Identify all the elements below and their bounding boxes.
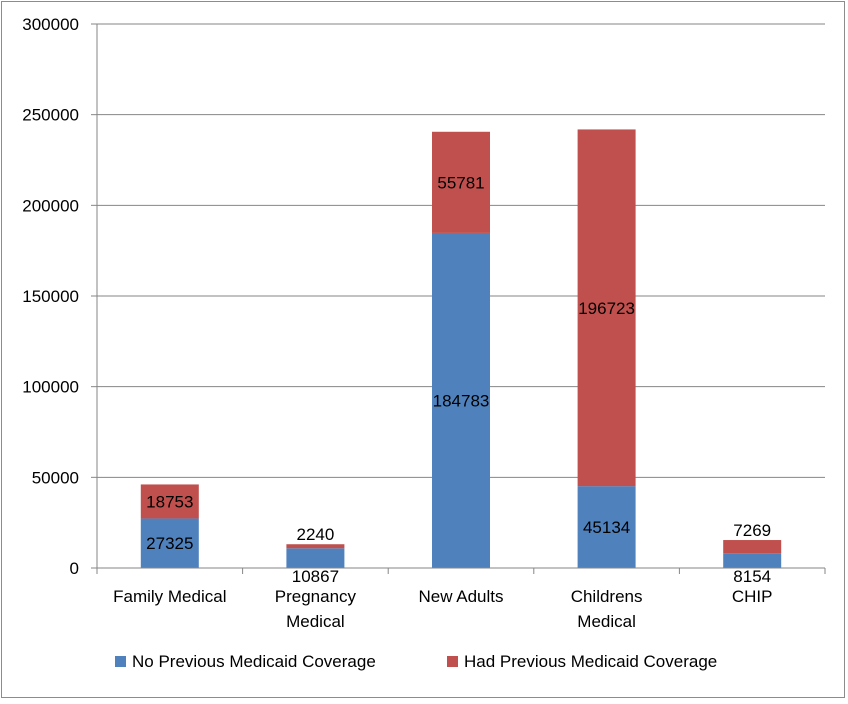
- bar-no-previous: [577, 486, 636, 568]
- y-tick-label: 300000: [22, 15, 79, 34]
- category-label: Pregnancy: [275, 587, 357, 606]
- bar-no-previous: [723, 553, 782, 568]
- bar-had-previous: [432, 131, 490, 233]
- category-label: Medical: [286, 612, 345, 631]
- y-tick-label: 150000: [22, 287, 79, 306]
- bar-no-previous: [286, 548, 345, 568]
- y-tick-label: 0: [70, 559, 79, 578]
- category-label: New Adults: [418, 587, 503, 606]
- legend-label: Had Previous Medicaid Coverage: [464, 652, 717, 671]
- y-tick-label: 250000: [22, 106, 79, 125]
- legend: No Previous Medicaid Coverage Had Previou…: [115, 652, 717, 671]
- bar-no-previous: [432, 232, 490, 569]
- y-tick-label: 50000: [32, 468, 79, 487]
- data-label: 55781: [437, 173, 484, 192]
- data-label: 2240: [296, 525, 334, 544]
- legend-swatch: [447, 656, 458, 667]
- bar-had-previous: [286, 544, 345, 549]
- y-tick-label: 200000: [22, 196, 79, 215]
- y-tick-label: 100000: [22, 378, 79, 397]
- data-label: 27325: [146, 534, 193, 553]
- data-label: 7269: [733, 521, 771, 540]
- legend-swatch: [115, 656, 126, 667]
- bar-no-previous: [140, 518, 199, 568]
- bar-had-previous: [577, 129, 636, 487]
- data-label: 196723: [578, 299, 635, 318]
- data-label: 8154: [733, 567, 771, 586]
- data-label: 184783: [433, 391, 490, 410]
- data-label: 18753: [146, 492, 193, 511]
- data-label: 10867: [292, 567, 339, 586]
- data-label: 45134: [583, 518, 630, 537]
- bar-had-previous: [723, 540, 782, 554]
- bars: 27325 18753 10867 2240 184783 55781 45134 19672…: [140, 129, 782, 586]
- category-label: Family Medical: [113, 587, 226, 606]
- category-label: CHIP: [732, 587, 773, 606]
- y-axis: 0 50000 100000 150000 200000 250000 300000: [22, 15, 98, 578]
- bar-had-previous: [140, 484, 199, 519]
- category-label: Childrens: [571, 587, 643, 606]
- category-label: Medical: [577, 612, 636, 631]
- legend-label: No Previous Medicaid Coverage: [132, 652, 376, 671]
- x-axis: Family Medical Pregnancy Medical New Adults…: [96, 567, 826, 631]
